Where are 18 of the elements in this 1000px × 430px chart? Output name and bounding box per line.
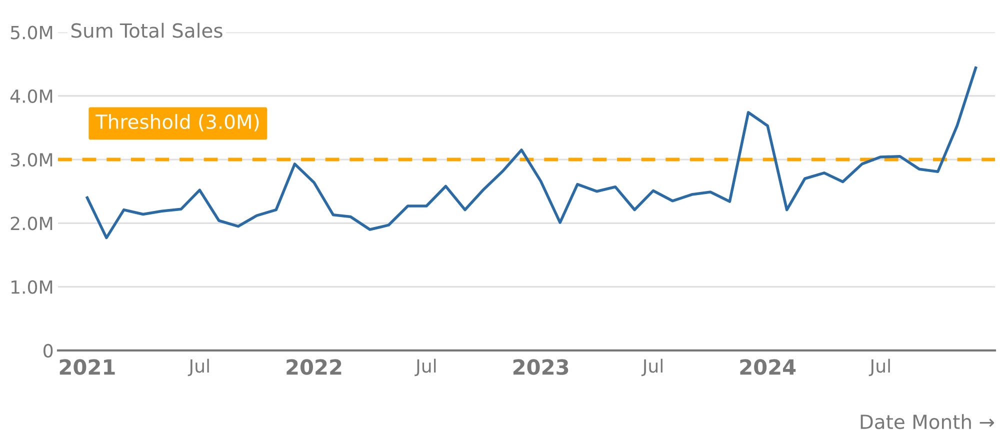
y-tick-label: 2.0M bbox=[10, 216, 52, 230]
y-tick-label: 5.0M bbox=[10, 26, 52, 40]
line-series bbox=[86, 66, 978, 240]
y-tick-label: 4.0M bbox=[10, 89, 52, 104]
y-tick-label: 1.0M bbox=[12, 280, 52, 294]
x-tick-label: Jul bbox=[641, 358, 662, 376]
x-tick-label: Jul bbox=[188, 358, 209, 376]
x-tick-label: Jul bbox=[868, 358, 890, 376]
y-tick-label: 0 bbox=[44, 344, 53, 358]
y-axis-title: Sum Total Sales bbox=[71, 22, 222, 38]
ref-line-label: Threshold (3.0M) bbox=[95, 114, 259, 132]
x-tick-label: 2022 bbox=[286, 359, 342, 375]
x-tick-label: Jul bbox=[414, 358, 436, 376]
x-tick-label: 2023 bbox=[513, 359, 568, 375]
x-axis-title: Date Month → bbox=[860, 414, 994, 430]
x-tick-label: 2024 bbox=[740, 359, 796, 375]
y-tick-label: 3.0M bbox=[10, 152, 52, 167]
x-tick-label: 2021 bbox=[60, 359, 115, 375]
